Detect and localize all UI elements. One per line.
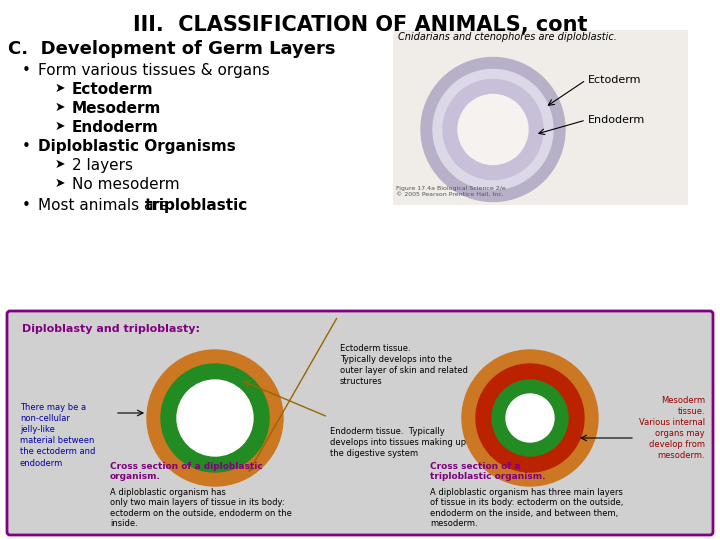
Text: •: • bbox=[22, 139, 31, 154]
Text: III.  CLASSIFICATION OF ANIMALS, cont: III. CLASSIFICATION OF ANIMALS, cont bbox=[132, 15, 588, 35]
Text: A diploblastic organism has
only two main layers of tissue in its body:
ectoderm: A diploblastic organism has only two mai… bbox=[110, 488, 292, 528]
Text: •: • bbox=[22, 198, 31, 213]
Text: Form various tissues & organs: Form various tissues & organs bbox=[38, 63, 270, 78]
Text: triploblastic: triploblastic bbox=[145, 198, 248, 213]
Text: 2 layers: 2 layers bbox=[72, 158, 133, 173]
Text: Cross section of a diploblastic
organism.: Cross section of a diploblastic organism… bbox=[110, 462, 263, 481]
Text: Most animals are: Most animals are bbox=[38, 198, 174, 213]
Text: ➤: ➤ bbox=[55, 158, 66, 171]
Circle shape bbox=[458, 94, 528, 165]
Circle shape bbox=[421, 57, 565, 201]
Text: Ectoderm: Ectoderm bbox=[588, 75, 642, 85]
Text: Endoderm: Endoderm bbox=[588, 115, 645, 125]
Text: Cnidarians and ctenophores are diploblastic.: Cnidarians and ctenophores are diploblas… bbox=[398, 32, 617, 42]
Text: ➤: ➤ bbox=[55, 177, 66, 190]
Circle shape bbox=[177, 380, 253, 456]
Text: Mesoderm
tissue.
Various internal
organs may
develop from
mesoderm.: Mesoderm tissue. Various internal organs… bbox=[639, 396, 705, 460]
Circle shape bbox=[443, 79, 543, 179]
Text: C.  Development of Germ Layers: C. Development of Germ Layers bbox=[8, 40, 336, 58]
Circle shape bbox=[147, 350, 283, 486]
Text: No mesoderm: No mesoderm bbox=[72, 177, 179, 192]
Text: •: • bbox=[22, 63, 31, 78]
Text: ➤: ➤ bbox=[55, 101, 66, 114]
Bar bbox=[393, 30, 688, 205]
Text: A diploblastic organism has three main layers
of tissue in its body: ectoderm on: A diploblastic organism has three main l… bbox=[430, 488, 624, 528]
Circle shape bbox=[161, 364, 269, 472]
Text: Mesoderm: Mesoderm bbox=[72, 101, 161, 116]
Text: ➤: ➤ bbox=[55, 82, 66, 95]
Text: There may be a
non-cellular
jelly-like
material between
the ectoderm and
endoder: There may be a non-cellular jelly-like m… bbox=[20, 403, 95, 468]
Text: Diploblastic Organisms: Diploblastic Organisms bbox=[38, 139, 235, 154]
Text: Ectoderm: Ectoderm bbox=[72, 82, 153, 97]
Text: Endoderm: Endoderm bbox=[72, 120, 159, 135]
Circle shape bbox=[492, 380, 568, 456]
Circle shape bbox=[462, 350, 598, 486]
FancyBboxPatch shape bbox=[7, 311, 713, 535]
Circle shape bbox=[506, 394, 554, 442]
Text: Ectoderm tissue.
Typically develops into the
outer layer of skin and related
str: Ectoderm tissue. Typically develops into… bbox=[340, 344, 468, 386]
Text: Figure 17.4a Biological Science 2/e
© 2005 Pearson Prentice Hall, Inc.: Figure 17.4a Biological Science 2/e © 20… bbox=[396, 186, 505, 197]
Text: ➤: ➤ bbox=[55, 120, 66, 133]
Circle shape bbox=[476, 364, 584, 472]
Text: Endoderm tissue.  Typically
develops into tissues making up
the digestive system: Endoderm tissue. Typically develops into… bbox=[330, 427, 466, 458]
Text: Cross section of a
triploblastic organism.: Cross section of a triploblastic organis… bbox=[430, 462, 546, 481]
Circle shape bbox=[433, 70, 553, 190]
Text: Diploblasty and triploblasty:: Diploblasty and triploblasty: bbox=[22, 324, 200, 334]
